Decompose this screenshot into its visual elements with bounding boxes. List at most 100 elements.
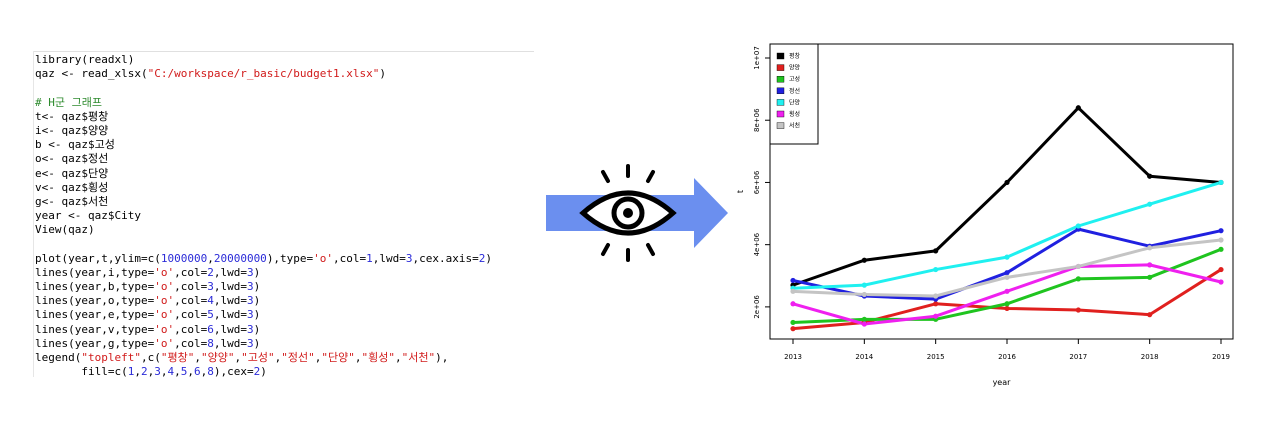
code-token: , bbox=[134, 365, 141, 379]
code-token: 3 bbox=[154, 365, 161, 379]
code-line: lines(year,o,type='o',col=4,lwd=3) bbox=[35, 294, 492, 308]
data-point bbox=[1218, 179, 1224, 186]
code-token: lines(year,e,type= bbox=[35, 308, 155, 322]
code-token: ) bbox=[485, 251, 493, 265]
code-token: lines(year,v,type= bbox=[35, 322, 155, 336]
code-token: ,lwd= bbox=[213, 294, 247, 308]
code-token: 'o' bbox=[154, 265, 175, 279]
data-point bbox=[933, 313, 939, 319]
legend-label: 횡성 bbox=[789, 110, 800, 118]
code-token: qaz <- read_xlsx( bbox=[35, 67, 148, 81]
code-token: 4 bbox=[167, 365, 175, 379]
code-token: "단양" bbox=[321, 350, 355, 364]
code-line: View(qaz) bbox=[35, 223, 492, 237]
code-token: fill=c( bbox=[35, 365, 128, 379]
code-token: ) bbox=[253, 336, 261, 350]
legend-swatch bbox=[776, 122, 785, 129]
code-token: 3 bbox=[405, 251, 413, 265]
data-point bbox=[1147, 312, 1153, 318]
plot-frame bbox=[769, 43, 1234, 340]
code-token: e<- qaz$단양 bbox=[35, 166, 109, 180]
y-tick-label: 1e+07 bbox=[753, 46, 761, 70]
code-token: lines(year,b,type= bbox=[35, 280, 155, 293]
data-point bbox=[1004, 301, 1010, 307]
data-point bbox=[1004, 254, 1010, 260]
data-point bbox=[933, 293, 939, 299]
code-token: 1000000 bbox=[160, 251, 208, 265]
code-token: , bbox=[160, 365, 168, 379]
code-token: 1 bbox=[127, 365, 135, 379]
code-token: ) bbox=[253, 322, 261, 336]
code-token: 'o' bbox=[154, 322, 175, 336]
code-line: # H군 그래프 bbox=[35, 96, 492, 110]
legend-swatch bbox=[776, 75, 785, 83]
code-token: ,lwd= bbox=[213, 336, 247, 350]
code-token: "서천" bbox=[401, 350, 436, 364]
data-point bbox=[790, 301, 796, 307]
code-token: legend( bbox=[35, 350, 82, 364]
legend-label: 양양 bbox=[789, 64, 801, 72]
code-line: o<- qaz$정선 bbox=[35, 152, 492, 166]
code-token: 3 bbox=[246, 294, 254, 308]
data-point bbox=[1004, 305, 1010, 312]
legend-label: 정선 bbox=[789, 87, 800, 95]
code-token: i<- qaz$양양 bbox=[35, 123, 109, 137]
code-token: "정선" bbox=[281, 350, 315, 364]
code-token: "평창" bbox=[160, 350, 195, 364]
code-line: lines(year,v,type='o',col=6,lwd=3) bbox=[35, 323, 492, 337]
data-point bbox=[1218, 228, 1224, 234]
code-token: , bbox=[207, 251, 214, 265]
code-token: 'o' bbox=[154, 294, 175, 308]
code-token: 'o' bbox=[313, 251, 334, 265]
data-point bbox=[1218, 237, 1224, 243]
code-token: ) bbox=[253, 294, 261, 308]
code-token: , bbox=[200, 365, 208, 379]
code-token: library(readxl) bbox=[35, 53, 135, 66]
data-point bbox=[1147, 274, 1153, 280]
code-token: 3 bbox=[207, 280, 214, 293]
code-token: b <- qaz$고성 bbox=[35, 138, 115, 152]
code-token: ), bbox=[435, 350, 449, 364]
code-line: legend("topleft",c("평창","양양","고성","정선","… bbox=[35, 351, 492, 365]
code-editor[interactable]: library(readxl) qaz <- read_xlsx("C:/work… bbox=[33, 51, 534, 379]
x-tick-label: 2017 bbox=[1069, 353, 1087, 361]
code-token: "topleft" bbox=[81, 350, 141, 364]
code-token: lines(year,g,type= bbox=[35, 336, 155, 350]
code-lines: library(readxl) qaz <- read_xlsx("C:/work… bbox=[35, 53, 492, 379]
code-token: , bbox=[394, 350, 402, 364]
code-token: View(qaz) bbox=[35, 223, 95, 237]
code-token: # H군 그래프 bbox=[35, 95, 102, 109]
code-token: "횡성" bbox=[361, 350, 395, 364]
code-line: b <- qaz$고성 bbox=[35, 138, 492, 152]
code-token: 20000000 bbox=[213, 251, 267, 265]
editor-top-border bbox=[34, 51, 534, 52]
code-line: plot(year,t,ylim=c(1000000,20000000),typ… bbox=[35, 252, 492, 266]
data-point bbox=[1147, 262, 1153, 268]
code-token: ,lwd= bbox=[213, 308, 247, 322]
code-token: t<- qaz$평창 bbox=[35, 109, 109, 123]
code-line: i<- qaz$양양 bbox=[35, 124, 492, 138]
legend-swatch bbox=[776, 52, 785, 60]
code-line: t<- qaz$평창 bbox=[35, 110, 492, 124]
code-token: ) bbox=[253, 265, 261, 279]
code-token: lines(year,o,type= bbox=[35, 294, 155, 308]
code-token: ,col= bbox=[174, 280, 208, 293]
code-token: ) bbox=[253, 308, 261, 322]
code-token: , bbox=[187, 365, 194, 379]
code-token: , bbox=[274, 350, 282, 364]
data-point bbox=[1004, 274, 1010, 280]
code-token: ,lwd= bbox=[213, 280, 247, 293]
code-token: ) bbox=[379, 67, 387, 81]
code-token: ,lwd= bbox=[372, 251, 406, 265]
code-line: lines(year,g,type='o',col=8,lwd=3) bbox=[35, 337, 492, 351]
code-token: 5 bbox=[180, 365, 188, 379]
code-token: 2 bbox=[140, 365, 148, 379]
data-point bbox=[861, 282, 867, 288]
x-tick-label: 2019 bbox=[1212, 353, 1230, 361]
code-token: 'o' bbox=[154, 280, 175, 293]
code-token: , bbox=[234, 350, 242, 364]
chart-area: 2013 2014 2015 2016 2017 2018 2019 2e+06 4e+06 6e… bbox=[736, 43, 1234, 387]
code-token: plot(year,t,ylim=c( bbox=[35, 251, 161, 265]
code-token: 'o' bbox=[154, 336, 175, 350]
